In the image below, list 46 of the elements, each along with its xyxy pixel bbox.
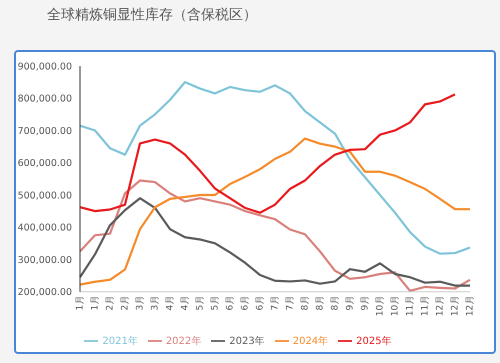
- x-tick-label: 9月: [345, 296, 356, 310]
- line-series: [78, 197, 472, 287]
- y-tick-label: 200,000.00: [18, 287, 72, 298]
- x-tick-label: 5月: [195, 296, 206, 310]
- x-tick-label: 1月: [75, 296, 86, 310]
- x-tick-label: 8月: [330, 296, 340, 310]
- x-tick-label: 3月: [150, 296, 160, 310]
- x-tick-label: 9月: [360, 296, 370, 310]
- x-tick-label: 8月: [300, 296, 310, 310]
- legend-label: 2021年: [102, 336, 138, 347]
- x-tick-label: 4月: [165, 296, 176, 310]
- line-series: [78, 81, 472, 255]
- y-tick-label: 300,000.00: [18, 254, 72, 266]
- chart-title: 全球精炼铜显性库存（含保税区）: [47, 6, 257, 24]
- y-tick-label: 800,000.00: [18, 94, 72, 105]
- y-tick-label: 400,000.00: [18, 222, 72, 234]
- x-tick-label: 1月: [90, 296, 100, 310]
- y-tick-label: 600,000.00: [18, 158, 72, 170]
- line-series: [78, 179, 472, 292]
- x-tick-label: 2月: [120, 296, 130, 310]
- legend-label: 2025年: [356, 336, 392, 347]
- line-series: [78, 93, 456, 214]
- x-tick-label: 5月: [210, 296, 220, 310]
- x-tick-label: 6月: [255, 296, 266, 310]
- x-tick-label: 2月: [105, 296, 116, 310]
- legend-label: 2024年: [292, 336, 328, 347]
- y-tick-label: 700,000.00: [18, 126, 72, 137]
- legend-label: 2023年: [229, 336, 265, 347]
- x-tick-label: 3月: [135, 296, 146, 310]
- y-tick-label: 900,000.00: [18, 61, 72, 72]
- x-tick-label: 4月: [180, 296, 190, 310]
- x-tick-label: 12月: [450, 296, 460, 316]
- x-tick-label: 6月: [240, 296, 250, 310]
- x-tick-label: 8月: [315, 296, 326, 310]
- x-tick-label: 7月: [270, 296, 280, 310]
- x-tick-label: 11月: [405, 296, 416, 316]
- line-series: [78, 137, 472, 286]
- x-tick-label: 6月: [225, 296, 236, 310]
- x-tick-label: 10月: [375, 296, 386, 316]
- legend-label: 2022年: [166, 336, 202, 347]
- x-tick-label: 7月: [285, 296, 296, 310]
- x-tick-label: 12月: [435, 296, 446, 316]
- y-tick-label: 500,000.00: [18, 190, 72, 202]
- x-tick-label: 12月: [465, 296, 476, 316]
- x-tick-label: 10月: [390, 296, 400, 316]
- x-tick-label: 11月: [420, 296, 430, 316]
